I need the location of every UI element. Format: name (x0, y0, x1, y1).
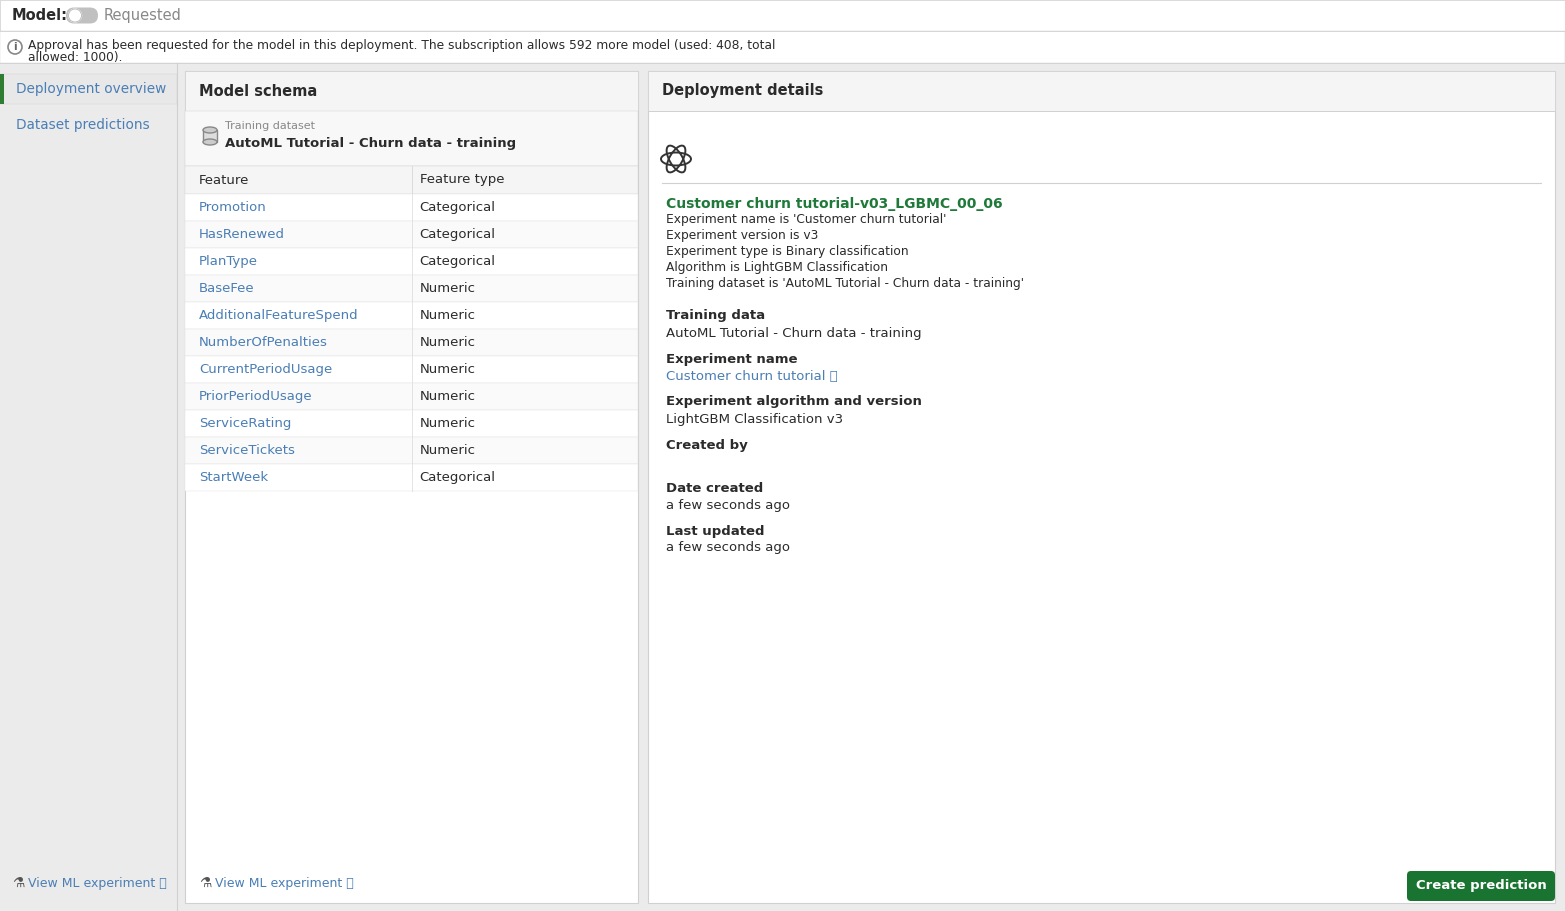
Circle shape (69, 9, 81, 22)
Bar (185, 275, 639, 302)
Ellipse shape (203, 139, 218, 145)
Text: AutoML Tutorial - Churn data - training: AutoML Tutorial - Churn data - training (225, 137, 516, 149)
Text: Categorical: Categorical (419, 228, 496, 241)
Bar (185, 437, 639, 464)
Text: Numeric: Numeric (419, 282, 476, 295)
Bar (185, 302, 639, 329)
FancyBboxPatch shape (66, 7, 99, 24)
Text: Numeric: Numeric (419, 390, 476, 403)
Text: i: i (13, 42, 17, 52)
Text: Training dataset: Training dataset (225, 121, 315, 131)
Bar (648, 71, 1556, 111)
Bar (203, 130, 218, 142)
Text: Deployment details: Deployment details (662, 84, 823, 98)
Bar (0, 74, 3, 104)
Text: Categorical: Categorical (419, 255, 496, 268)
Bar (185, 111, 639, 166)
Text: ServiceRating: ServiceRating (199, 417, 291, 430)
Text: NumberOfPenalties: NumberOfPenalties (199, 336, 329, 349)
Text: Training data: Training data (667, 310, 765, 322)
Text: Numeric: Numeric (419, 363, 476, 376)
Bar (185, 248, 639, 275)
Text: ⚗: ⚗ (199, 876, 211, 890)
Text: LightGBM Classification v3: LightGBM Classification v3 (667, 413, 844, 425)
Text: Model:: Model: (13, 8, 67, 23)
Text: Create prediction: Create prediction (1416, 879, 1546, 893)
Text: Date created: Date created (667, 482, 764, 495)
Text: AdditionalFeatureSpend: AdditionalFeatureSpend (199, 309, 358, 322)
Bar (185, 71, 639, 111)
Bar (185, 71, 639, 903)
Bar (648, 71, 1556, 903)
Text: Promotion: Promotion (199, 201, 266, 214)
Bar (185, 194, 639, 221)
FancyBboxPatch shape (1407, 871, 1556, 901)
Text: Numeric: Numeric (419, 417, 476, 430)
Text: PlanType: PlanType (199, 255, 258, 268)
Text: Algorithm is LightGBM Classification: Algorithm is LightGBM Classification (667, 261, 887, 274)
Text: ServiceTickets: ServiceTickets (199, 444, 294, 457)
Bar (0, 31, 1565, 63)
Bar (185, 464, 639, 491)
Text: Approval has been requested for the model in this deployment. The subscription a: Approval has been requested for the mode… (28, 38, 775, 52)
Text: Model schema: Model schema (199, 84, 318, 98)
Text: Last updated: Last updated (667, 525, 764, 537)
Text: a few seconds ago: a few seconds ago (667, 541, 790, 555)
Text: HasRenewed: HasRenewed (199, 228, 285, 241)
Bar (185, 221, 639, 248)
Bar (185, 410, 639, 437)
Text: Experiment algorithm and version: Experiment algorithm and version (667, 395, 922, 408)
Text: Experiment type is Binary classification: Experiment type is Binary classification (667, 245, 909, 259)
Text: View ML experiment ⧉: View ML experiment ⧉ (28, 876, 167, 889)
Bar (185, 356, 639, 383)
Text: Requested: Requested (103, 8, 182, 23)
Text: Created by: Created by (667, 438, 748, 452)
Text: CurrentPeriodUsage: CurrentPeriodUsage (199, 363, 332, 376)
Text: PriorPeriodUsage: PriorPeriodUsage (199, 390, 313, 403)
Text: Categorical: Categorical (419, 471, 496, 484)
Text: StartWeek: StartWeek (199, 471, 268, 484)
Text: Customer churn tutorial ⧉: Customer churn tutorial ⧉ (667, 370, 837, 383)
Text: BaseFee: BaseFee (199, 282, 255, 295)
Bar (185, 383, 639, 410)
Bar (185, 166, 639, 194)
Ellipse shape (203, 127, 218, 133)
Text: Experiment name: Experiment name (667, 353, 798, 365)
Text: Numeric: Numeric (419, 336, 476, 349)
Text: Categorical: Categorical (419, 201, 496, 214)
Text: Deployment overview: Deployment overview (16, 82, 166, 96)
Text: Numeric: Numeric (419, 444, 476, 457)
Text: Dataset predictions: Dataset predictions (16, 118, 150, 132)
Text: allowed: 1000).: allowed: 1000). (28, 52, 122, 65)
Text: View ML experiment ⧉: View ML experiment ⧉ (214, 876, 354, 889)
Text: Experiment name is 'Customer churn tutorial': Experiment name is 'Customer churn tutor… (667, 213, 947, 227)
Bar (0, 63, 177, 911)
Bar (0, 0, 1565, 31)
Bar (185, 329, 639, 356)
Text: Experiment version is v3: Experiment version is v3 (667, 230, 818, 242)
Text: AutoML Tutorial - Churn data - training: AutoML Tutorial - Churn data - training (667, 326, 922, 340)
Text: ⚗: ⚗ (13, 876, 25, 890)
Text: Numeric: Numeric (419, 309, 476, 322)
Text: Feature type: Feature type (419, 173, 504, 187)
Text: a few seconds ago: a few seconds ago (667, 498, 790, 511)
Bar (0, 74, 177, 104)
Text: Training dataset is 'AutoML Tutorial - Churn data - training': Training dataset is 'AutoML Tutorial - C… (667, 278, 1024, 291)
Text: Customer churn tutorial-v03_LGBMC_00_06: Customer churn tutorial-v03_LGBMC_00_06 (667, 197, 1003, 211)
Text: Feature: Feature (199, 173, 249, 187)
